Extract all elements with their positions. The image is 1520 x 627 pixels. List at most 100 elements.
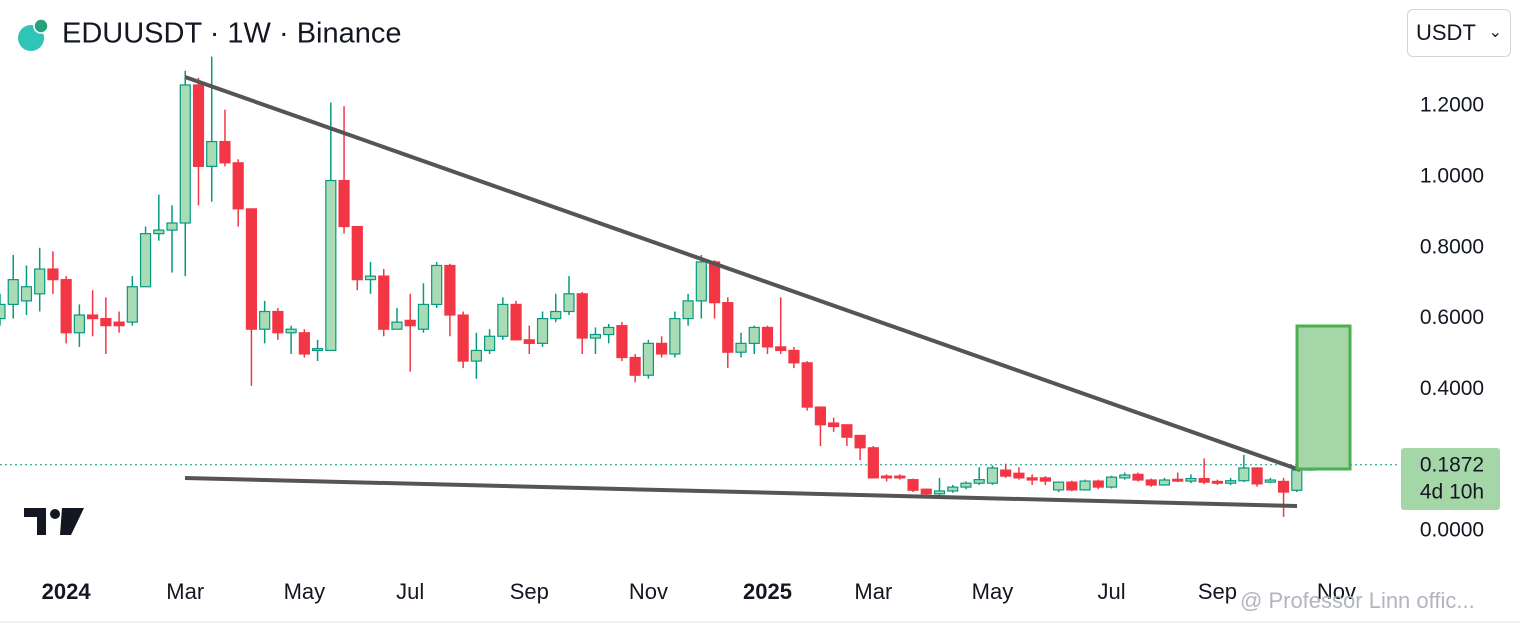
candle-body <box>378 275 390 330</box>
candle-body <box>298 332 310 355</box>
candle-body <box>1000 469 1012 477</box>
candle-body <box>947 486 959 492</box>
candle-body <box>311 348 324 352</box>
candle-body <box>166 222 178 231</box>
y-tick-label: 1.0000 <box>1420 165 1484 188</box>
candle-body <box>933 490 946 495</box>
candle-body <box>325 179 337 352</box>
candle-body <box>656 342 668 355</box>
candle-body <box>986 467 999 484</box>
candle-body <box>272 310 284 334</box>
candle-body <box>1079 480 1091 491</box>
y-tick-label: 0.6000 <box>1420 306 1484 329</box>
candle-body <box>801 362 813 408</box>
last-price-label: 0.1872 <box>1420 454 1484 477</box>
x-tick-label: Sep <box>1198 579 1237 604</box>
candle-body <box>960 482 972 488</box>
candle-body <box>1132 473 1144 481</box>
candle-body <box>7 279 19 306</box>
candle-body <box>1264 479 1276 483</box>
candle-body <box>1158 479 1171 486</box>
candle-body <box>444 264 456 316</box>
candle-body <box>603 326 615 336</box>
lower-trendline <box>184 476 1298 508</box>
candle-body <box>1119 474 1131 479</box>
chart-title: EDUUSDT · 1W · Binance <box>62 18 402 50</box>
candle-body <box>828 422 840 428</box>
candle-body <box>404 319 416 327</box>
candle-body <box>497 303 509 337</box>
x-tick-label: Nov <box>1317 579 1356 604</box>
candle-body <box>206 140 218 167</box>
x-tick-label: May <box>972 579 1014 604</box>
dropdown-arrow: ⌄ <box>1488 24 1502 41</box>
candle-body <box>153 229 165 235</box>
candle-body <box>1013 472 1025 479</box>
candle-body <box>735 342 747 353</box>
candle-body <box>629 356 641 376</box>
candle-body <box>814 406 827 426</box>
candle-body <box>1039 477 1051 482</box>
candle-body <box>775 346 787 352</box>
candle-body <box>1053 481 1065 491</box>
candle-body <box>616 325 628 359</box>
x-tick-label: May <box>284 579 326 604</box>
x-tick-label: 2024 <box>42 579 92 604</box>
candle-body <box>179 84 191 224</box>
candle-body <box>576 293 588 339</box>
candle-body <box>708 261 721 304</box>
x-tick-label: Mar <box>854 579 892 604</box>
candle-body <box>285 328 297 334</box>
candle-body <box>1092 480 1104 488</box>
candle-body <box>364 275 377 281</box>
candle-body <box>1172 478 1184 482</box>
candle-body <box>510 303 522 341</box>
price-label-bg <box>1401 448 1500 510</box>
candle-body <box>907 479 919 491</box>
countdown-label: 4d 10h <box>1420 481 1484 504</box>
candle-body <box>880 475 893 479</box>
x-tick-label: Nov <box>629 579 668 604</box>
candle-body <box>100 317 112 327</box>
tradingview-logo <box>24 508 84 535</box>
candle-body <box>431 264 443 306</box>
x-tick-label: Mar <box>166 579 204 604</box>
candle-body <box>841 424 853 438</box>
plot-area: 0.0000 0.4000 0.6000 0.8000 1.0000 1.2000 2024… <box>0 56 1484 604</box>
candle-body <box>1198 477 1210 483</box>
candle-body <box>748 326 760 344</box>
y-tick-label: 0.4000 <box>1420 377 1484 400</box>
candle-body <box>1066 481 1078 491</box>
candle-body <box>87 314 99 320</box>
candle-body <box>470 349 482 362</box>
watermark: @ Professor Linn offic... <box>1240 588 1475 613</box>
x-tick-label: Jul <box>1097 579 1125 604</box>
candle-body <box>338 179 350 228</box>
x-tick-label: Sep <box>510 579 549 604</box>
candle-body <box>973 479 985 484</box>
candle-body <box>351 225 363 281</box>
candle-body <box>1026 477 1038 481</box>
currency-select[interactable]: USDT ⌄ <box>1407 9 1511 57</box>
target-box <box>1295 324 1352 471</box>
candle-body <box>34 268 46 295</box>
y-tick-label: 0.8000 <box>1420 235 1484 258</box>
candle-body <box>192 84 205 167</box>
candle-body <box>1185 477 1197 482</box>
currency-text: USDT <box>1416 20 1476 45</box>
candle-body <box>563 293 575 313</box>
candle-body <box>126 286 138 323</box>
candle-body <box>682 300 694 320</box>
candle-body <box>1105 476 1118 488</box>
candle-body <box>219 140 231 164</box>
candle-body <box>1145 479 1157 486</box>
candle-body <box>642 342 654 376</box>
candle-body <box>1211 480 1223 484</box>
upper-trendline <box>184 75 1301 472</box>
x-tick-label: 2025 <box>743 579 792 604</box>
candle-body <box>232 162 244 210</box>
candle-body <box>920 488 932 495</box>
candle-body <box>113 321 125 327</box>
candle-body <box>457 314 469 362</box>
candle-body <box>894 475 906 479</box>
